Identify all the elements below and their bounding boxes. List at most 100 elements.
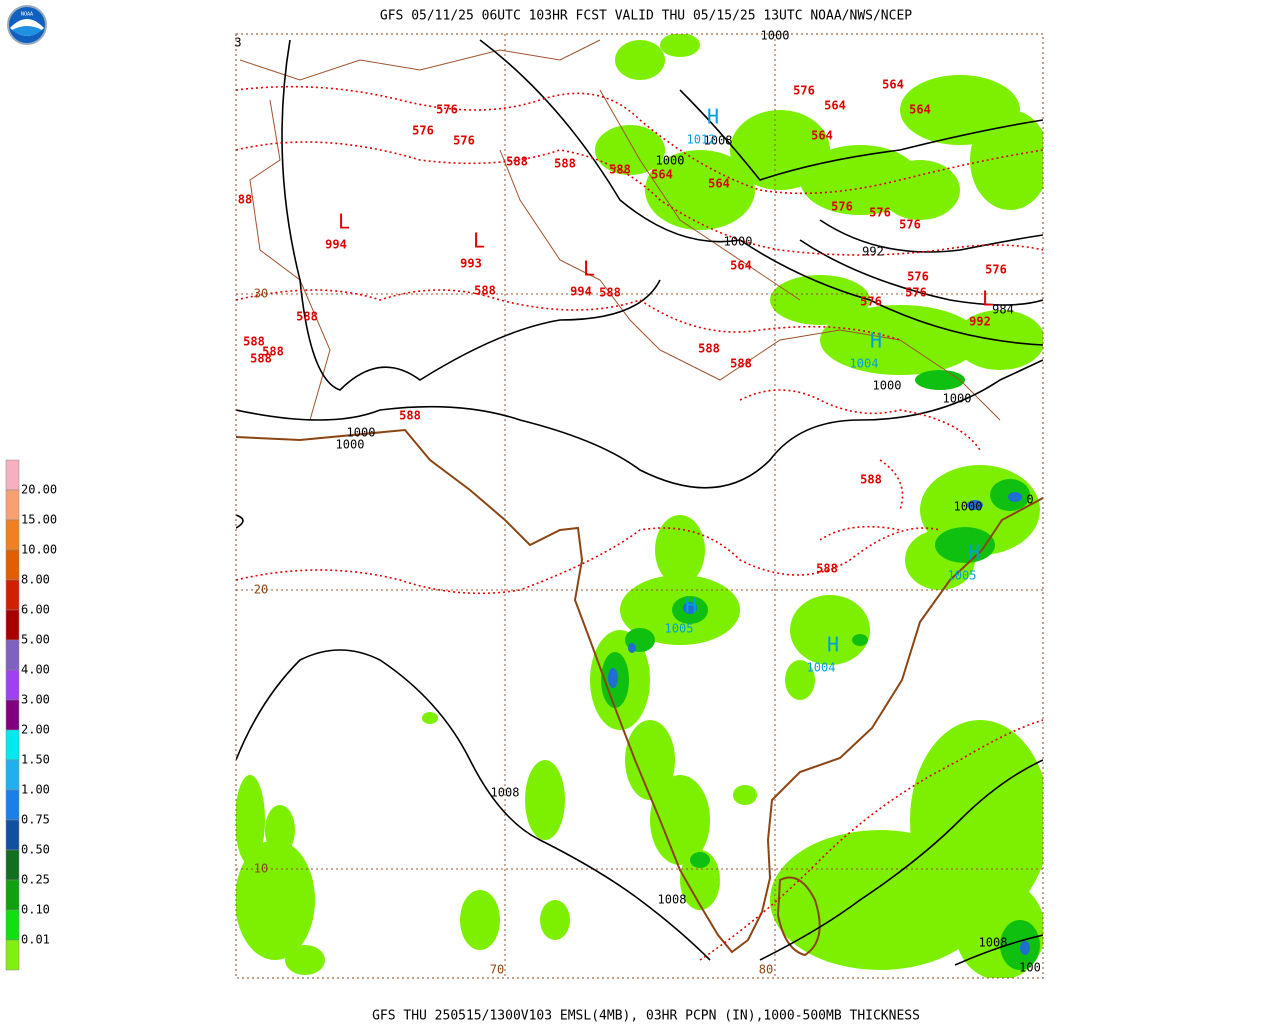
lat-label: 20 <box>254 583 268 597</box>
thickness-label: 576 <box>907 270 929 284</box>
low-value: 993 <box>460 257 482 271</box>
thickness-lines <box>236 85 1043 961</box>
isobar-label: 1000 <box>347 426 376 440</box>
thickness-label: 588 <box>554 157 576 171</box>
legend-label: 20.00 <box>21 483 57 497</box>
high-value: 1004 <box>807 661 836 675</box>
legend-label: 2.00 <box>21 723 50 737</box>
thickness-label: 588 <box>399 409 421 423</box>
isobar-label: 1000 <box>761 29 790 43</box>
thickness-label: 588 <box>599 286 621 300</box>
isobar-label: 1000 <box>724 235 753 249</box>
high-value: 1005 <box>948 569 977 583</box>
legend-swatch <box>5 819 20 851</box>
map <box>235 33 1044 979</box>
isobar-label: 1008 <box>658 893 687 907</box>
legend-swatch <box>5 549 20 581</box>
map-caption: GFS THU 250515/1300V103 EMSL(4MB), 03HR … <box>372 1009 920 1024</box>
high-symbol: H <box>827 633 839 657</box>
legend-label: 0.25 <box>21 873 50 887</box>
precip-heavy <box>608 492 1030 955</box>
thickness-label: 564 <box>708 177 730 191</box>
thickness-label: 576 <box>436 103 458 117</box>
isobar-label: 1000 <box>954 500 983 514</box>
low-value: 992 <box>969 315 991 329</box>
thickness-label: 576 <box>412 124 434 138</box>
thickness-label: 588 <box>730 357 752 371</box>
legend-label: 8.00 <box>21 573 50 587</box>
thickness-label: 588 <box>860 473 882 487</box>
isobar-label: 1000 <box>656 154 685 168</box>
legend-label: 1.50 <box>21 753 50 767</box>
high-symbol: H <box>968 541 980 565</box>
isobar-label: 984 <box>992 303 1014 317</box>
noaa-logo: NOAA <box>7 5 47 45</box>
isobar-label: 1000 <box>943 392 972 406</box>
isobar-label: 0 <box>1026 493 1033 507</box>
thickness-label: 588 <box>296 310 318 324</box>
map-border <box>235 33 1044 979</box>
legend-swatch <box>5 579 20 611</box>
isobar-label: 1008 <box>491 786 520 800</box>
lon-label: 70 <box>490 963 504 977</box>
thickness-label: 576 <box>869 206 891 220</box>
thickness-label: 588 <box>506 155 528 169</box>
legend-label: 0.50 <box>21 843 50 857</box>
legend-swatch <box>5 459 20 491</box>
low-symbol: L <box>583 257 595 281</box>
isobar-label: 3 <box>234 36 241 50</box>
thickness-label: 88 <box>238 193 252 207</box>
isobar-label: 1008 <box>979 936 1008 950</box>
legend-label: 6.00 <box>21 603 50 617</box>
legend-swatch <box>5 849 20 881</box>
lon-label: 80 <box>759 963 773 977</box>
thickness-label: 576 <box>453 134 475 148</box>
legend-label: 15.00 <box>21 513 57 527</box>
low-symbol: L <box>338 210 350 234</box>
lat-label: 30 <box>254 287 268 301</box>
coastline <box>236 428 1043 954</box>
sri-lanka-coast <box>776 876 821 957</box>
legend-label: 1.00 <box>21 783 50 797</box>
legend-swatch <box>5 669 20 701</box>
thickness-label: 588 <box>262 345 284 359</box>
low-value: 994 <box>325 238 347 252</box>
thickness-label: 588 <box>243 335 265 349</box>
legend-label: 0.10 <box>21 903 50 917</box>
high-value: 1004 <box>850 357 879 371</box>
borders <box>239 39 1001 421</box>
legend-swatch <box>5 789 20 821</box>
thickness-label: 588 <box>816 562 838 576</box>
legend-swatch <box>5 729 20 761</box>
thickness-label: 576 <box>831 200 853 214</box>
high-value: 1005 <box>665 622 694 636</box>
lat-label: 10 <box>254 862 268 876</box>
thickness-label: 576 <box>793 84 815 98</box>
legend-swatch <box>5 909 20 941</box>
thickness-label: 576 <box>860 295 882 309</box>
thickness-label: 588 <box>609 163 631 177</box>
legend-swatch <box>5 699 20 731</box>
thickness-label: 576 <box>899 218 921 232</box>
isobar-label: 992 <box>862 245 884 259</box>
thickness-label: 564 <box>730 259 752 273</box>
legend-label: 0.01 <box>21 933 50 947</box>
thickness-label: 564 <box>811 129 833 143</box>
thickness-label: 588 <box>698 342 720 356</box>
graticule <box>236 34 1043 978</box>
legend: 20.00 15.00 10.00 8.00 6.00 5.00 4.00 3.00 2.00 1… <box>5 459 57 971</box>
high-symbol: H <box>870 329 882 353</box>
thickness-label: 588 <box>250 352 272 366</box>
logo-text: NOAA <box>21 12 33 18</box>
legend-swatch <box>5 519 20 551</box>
low-symbol: L <box>473 229 485 253</box>
legend-swatch <box>5 639 20 671</box>
low-symbol: L <box>982 287 994 311</box>
low-value: 994 <box>570 285 592 299</box>
thickness-label: 588 <box>474 284 496 298</box>
thickness-label: 564 <box>882 78 904 92</box>
high-symbol: H <box>685 594 697 618</box>
